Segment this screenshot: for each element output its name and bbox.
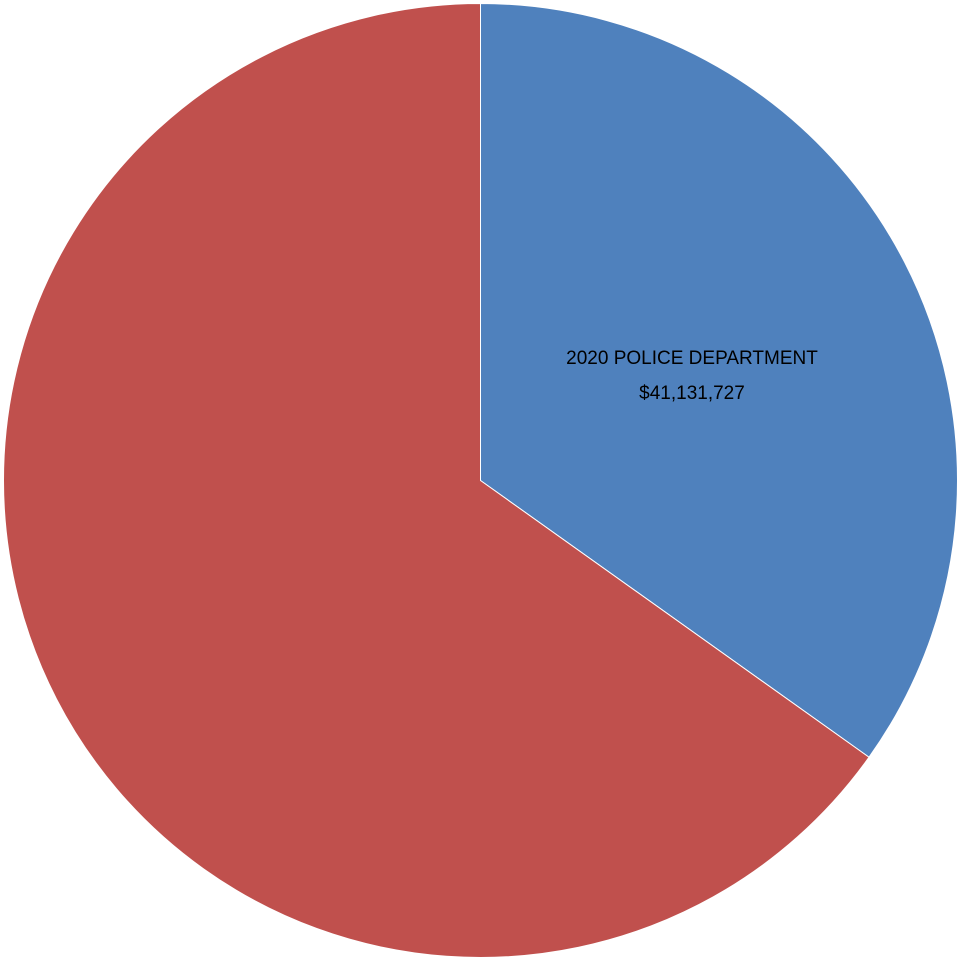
slice-value-police-department: $41,131,727 (639, 383, 745, 404)
slice-label-police-department: 2020 POLICE DEPARTMENT (566, 348, 818, 369)
pie-labels: 2020 POLICE DEPARTMENT $41,131,727 (566, 348, 818, 404)
pie-slice-police-department (480, 2, 958, 758)
pie-slice-remainder (3, 2, 870, 958)
pie-slices (3, 2, 958, 958)
